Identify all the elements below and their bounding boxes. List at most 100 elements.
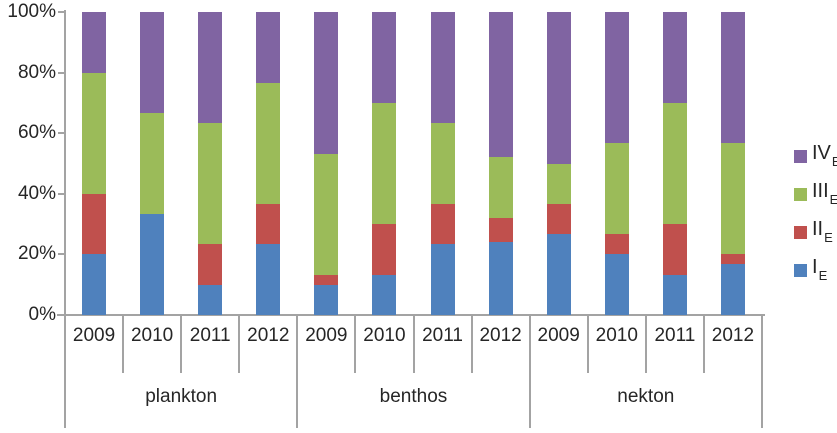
segment-iv-e: [662, 12, 687, 103]
legend-item-iv-e: IVE: [794, 142, 837, 169]
segment-ii-e: [314, 274, 339, 285]
segment-iii-e: [82, 72, 107, 194]
bar-nekton-2009: [546, 12, 571, 315]
group-separator-line: [761, 316, 763, 428]
segment-ii-e: [488, 218, 513, 243]
segment-ii-e: [662, 224, 687, 275]
y-axis-tick: [58, 11, 65, 13]
bar-plankton-2012: [256, 12, 281, 315]
legend-swatch: [794, 149, 807, 163]
x-axis-year-label: 2011: [422, 325, 463, 346]
x-axis-year-label: 2012: [247, 325, 290, 346]
segment-i-e: [720, 264, 745, 315]
bar-benthos-2012: [488, 12, 513, 315]
segment-iii-e: [256, 82, 281, 204]
bar-benthos-2010: [372, 12, 397, 315]
segment-i-e: [372, 274, 397, 315]
segment-i-e: [140, 214, 165, 315]
segment-i-e: [546, 234, 571, 315]
bar-plankton-2011: [198, 12, 223, 315]
segment-iii-e: [430, 123, 455, 204]
segment-iv-e: [372, 12, 397, 103]
segment-ii-e: [430, 203, 455, 245]
y-axis-tick: [58, 253, 65, 256]
segment-ii-e: [720, 254, 745, 265]
segment-iv-e: [140, 12, 165, 113]
y-axis-tick-label: 0%: [28, 304, 56, 325]
y-axis-tick-label: 80%: [17, 61, 56, 83]
bar-benthos-2009: [314, 12, 339, 315]
year-separator-line: [702, 316, 705, 373]
legend-swatch: [794, 263, 807, 277]
segment-ii-e: [82, 193, 107, 255]
segment-iv-e: [198, 12, 223, 124]
bar-nekton-2010: [604, 12, 629, 315]
segment-iv-e: [82, 12, 107, 73]
x-axis-year-label: 2012: [711, 325, 755, 346]
legend-item-ii-e: IIE: [794, 218, 833, 245]
y-axis-tick-label: 60%: [17, 122, 56, 144]
segment-iii-e: [198, 123, 223, 245]
segment-iv-e: [546, 12, 571, 164]
segment-iii-e: [546, 163, 571, 204]
segment-iv-e: [430, 12, 455, 124]
segment-i-e: [256, 244, 281, 315]
y-axis-tick-label: 20%: [17, 243, 56, 265]
bar-nekton-2012: [720, 12, 745, 315]
x-axis-year-label: 2011: [654, 325, 696, 346]
legend-label: IE: [812, 255, 828, 283]
x-axis-group-label-nekton: nekton: [617, 386, 675, 407]
year-separator-line: [412, 316, 415, 373]
x-axis-year-label: 2009: [72, 325, 116, 346]
x-axis-year-label: 2012: [479, 325, 522, 346]
segment-iii-e: [604, 143, 629, 235]
segment-i-e: [314, 284, 339, 315]
segment-iv-e: [256, 12, 281, 83]
bar-benthos-2011: [430, 12, 455, 315]
segment-iv-e: [314, 12, 339, 154]
year-separator-line: [180, 316, 183, 373]
x-axis-year-label: 2010: [130, 325, 174, 346]
y-axis-tick-label: 100%: [7, 1, 56, 22]
y-axis-tick-label: 40%: [17, 182, 56, 204]
year-separator-line: [354, 316, 357, 373]
segment-iii-e: [488, 157, 513, 219]
y-axis-line: [64, 10, 66, 428]
segment-ii-e: [256, 203, 281, 245]
segment-iii-e: [314, 153, 339, 275]
year-separator-line: [644, 316, 647, 373]
segment-iii-e: [140, 112, 165, 215]
segment-i-e: [662, 274, 687, 315]
segment-i-e: [198, 284, 223, 315]
legend-label: IVE: [812, 141, 837, 169]
legend-swatch: [794, 187, 807, 201]
x-axis-year-label: 2009: [305, 325, 348, 346]
x-axis-year-label: 2010: [595, 325, 638, 346]
segment-ii-e: [198, 244, 223, 285]
segment-i-e: [604, 254, 629, 315]
x-axis-year-label: 2009: [537, 325, 580, 346]
segment-iv-e: [604, 12, 629, 144]
legend-label: IIIE: [812, 179, 837, 207]
x-axis-group-label-benthos: benthos: [379, 386, 448, 407]
segment-ii-e: [546, 203, 571, 235]
bar-plankton-2009: [82, 12, 107, 315]
year-separator-line: [586, 316, 589, 373]
legend-swatch: [794, 225, 807, 239]
y-axis-tick: [58, 71, 65, 74]
bar-plankton-2010: [140, 12, 165, 315]
y-axis-tick: [58, 132, 65, 135]
segment-iii-e: [720, 143, 745, 255]
segment-iv-e: [488, 12, 513, 158]
x-axis-year-label: 2011: [189, 325, 231, 346]
segment-i-e: [82, 254, 107, 315]
segment-iii-e: [372, 102, 397, 225]
group-separator-line: [296, 316, 299, 428]
bar-nekton-2011: [662, 12, 687, 315]
group-separator-line: [528, 316, 531, 428]
segment-ii-e: [372, 224, 397, 275]
segment-iii-e: [662, 102, 687, 225]
segment-iv-e: [720, 12, 745, 144]
legend-item-iii-e: IIIE: [794, 180, 837, 207]
x-axis-year-label: 2010: [363, 325, 406, 346]
